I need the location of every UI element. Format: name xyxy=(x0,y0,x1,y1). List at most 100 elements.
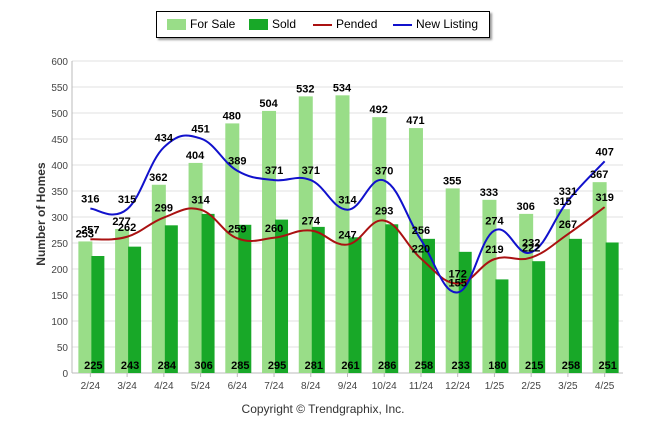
copyright: Copyright © Trendgraphix, Inc. xyxy=(241,402,405,416)
data-label-sold: 281 xyxy=(305,360,323,372)
lines xyxy=(90,134,606,294)
data-label-pended: 219 xyxy=(485,244,503,256)
data-label-pended: 293 xyxy=(375,206,393,218)
x-tick-label: 11/24 xyxy=(409,381,434,392)
data-label-sold: 225 xyxy=(84,360,102,372)
data-label-for-sale: 504 xyxy=(259,98,278,110)
data-label-pended: 274 xyxy=(302,216,321,228)
legend-swatch-sold xyxy=(249,19,268,30)
y-tick-label: 150 xyxy=(51,291,68,302)
data-label-pended: 172 xyxy=(449,269,467,281)
data-label-for-sale: 315 xyxy=(553,196,571,208)
bar-for-sale xyxy=(482,199,497,373)
data-label-for-sale: 277 xyxy=(112,216,130,228)
data-label-new-listing: 370 xyxy=(375,166,393,178)
data-label-sold: 180 xyxy=(488,360,506,372)
x-tick-label: 9/24 xyxy=(338,381,358,392)
x-tick-label: 5/24 xyxy=(191,381,211,392)
data-label-pended: 299 xyxy=(155,203,173,215)
data-label-pended: 319 xyxy=(595,192,613,204)
data-label-new-listing: 407 xyxy=(595,146,613,158)
data-label-for-sale: 492 xyxy=(370,104,388,116)
line-pended xyxy=(90,206,606,285)
x-tick-label: 1/25 xyxy=(485,381,505,392)
y-tick-label: 200 xyxy=(51,265,68,276)
legend-label-new-listing: New Listing xyxy=(416,17,479,31)
bar-sold xyxy=(348,237,362,373)
x-tick-label: 6/24 xyxy=(228,381,248,392)
data-label-new-listing: 155 xyxy=(449,277,467,289)
data-label-sold: 243 xyxy=(121,360,139,372)
data-label-for-sale: 367 xyxy=(590,169,608,181)
data-label-for-sale: 355 xyxy=(443,175,461,187)
bar-for-sale xyxy=(151,184,166,373)
data-label-new-listing: 434 xyxy=(155,132,174,144)
bar-sold xyxy=(495,279,509,373)
data-label-sold: 215 xyxy=(525,360,543,372)
x-tick-label: 4/24 xyxy=(154,381,174,392)
bar-sold xyxy=(385,224,399,373)
legend-label-pended: Pended xyxy=(336,17,378,31)
legend-label-sold: Sold xyxy=(272,17,297,31)
legend-swatch-for-sale xyxy=(167,19,186,30)
data-label-sold: 285 xyxy=(231,360,249,372)
y-tick-label: 550 xyxy=(51,83,68,94)
data-label-sold: 251 xyxy=(598,360,616,372)
x-tick-label: 2/25 xyxy=(521,381,541,392)
legend: For Sale Sold Pended New Listing xyxy=(156,11,490,38)
x-tick-label: 3/24 xyxy=(117,381,137,392)
data-label-new-listing: 451 xyxy=(191,123,209,135)
data-label-sold: 284 xyxy=(158,360,177,372)
bar-sold xyxy=(275,219,289,373)
x-tick-label: 4/25 xyxy=(595,381,615,392)
bar-for-sale xyxy=(372,117,387,373)
bar-sold xyxy=(421,238,435,373)
data-label-new-listing: 314 xyxy=(338,195,357,207)
bar-sold xyxy=(532,261,546,373)
line-new-listing xyxy=(90,134,606,294)
data-label-pended: 267 xyxy=(559,219,577,231)
y-tick-label: 450 xyxy=(51,135,68,146)
bar-sold xyxy=(128,246,142,373)
bar-sold xyxy=(605,242,619,373)
bar-sold xyxy=(568,238,582,373)
x-tick-label: 3/25 xyxy=(558,381,578,392)
bar-sold xyxy=(91,256,105,373)
data-label-sold: 258 xyxy=(562,360,580,372)
bar-for-sale xyxy=(555,209,570,373)
x-tick-label: 12/24 xyxy=(445,381,470,392)
data-label-for-sale: 471 xyxy=(406,115,424,127)
data-label-new-listing: 315 xyxy=(118,194,136,206)
data-label-for-sale: 480 xyxy=(223,110,241,122)
legend-line-pended xyxy=(313,24,332,26)
bar-for-sale xyxy=(262,110,277,374)
data-label-sold: 295 xyxy=(268,360,286,372)
x-tick-label: 7/24 xyxy=(264,381,284,392)
data-label-for-sale: 404 xyxy=(186,150,205,162)
data-label-new-listing: 274 xyxy=(485,216,504,228)
bar-for-sale xyxy=(188,162,203,373)
data-label-pended: 247 xyxy=(338,230,356,242)
data-label-pended: 314 xyxy=(191,195,210,207)
bar-for-sale xyxy=(298,96,313,374)
data-label-sold: 306 xyxy=(194,360,212,372)
data-label-new-listing: 389 xyxy=(228,156,246,168)
data-label-for-sale: 534 xyxy=(333,82,352,94)
data-label-new-listing: 232 xyxy=(522,237,540,249)
bar-for-sale xyxy=(592,182,607,373)
bar-sold xyxy=(201,213,215,373)
data-label-for-sale: 306 xyxy=(516,201,534,213)
y-tick-label: 100 xyxy=(51,317,68,328)
legend-line-new-listing xyxy=(393,24,412,26)
y-tick-label: 500 xyxy=(51,109,68,120)
bar-sold xyxy=(164,225,178,373)
data-label-sold: 258 xyxy=(415,360,433,372)
y-axis-title: Number of Homes xyxy=(34,162,48,266)
bar-for-sale xyxy=(335,95,350,373)
x-tick-label: 10/24 xyxy=(372,381,397,392)
data-label-new-listing: 331 xyxy=(559,186,577,198)
bar-for-sale xyxy=(225,123,240,374)
y-tick-label: 250 xyxy=(51,239,68,250)
bar-for-sale xyxy=(78,241,93,373)
data-label-pended: 262 xyxy=(118,222,136,234)
